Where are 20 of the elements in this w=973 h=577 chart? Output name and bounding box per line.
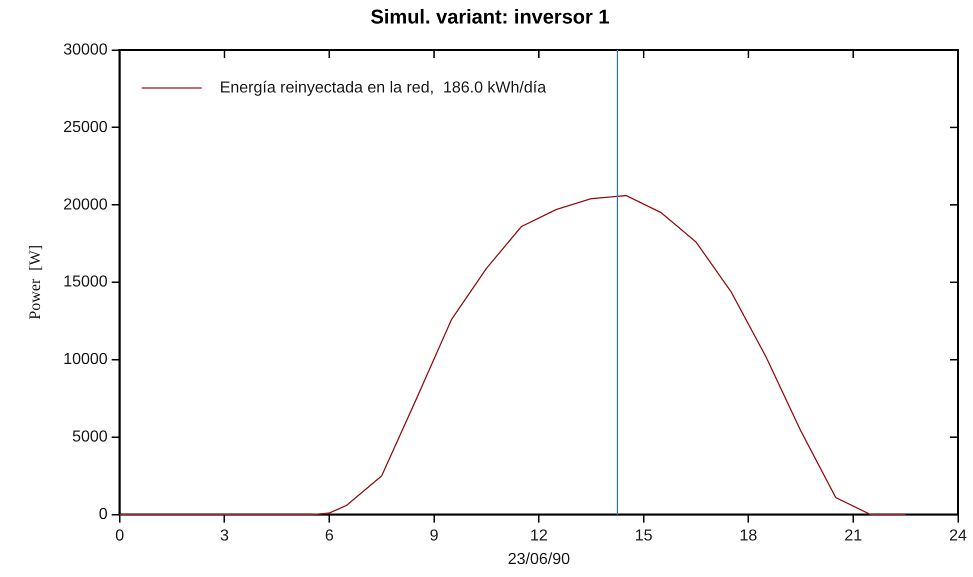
x-tick-label: 15 [634, 528, 653, 545]
y-tick-label: 0 [98, 506, 108, 524]
x-tick-label: 3 [220, 528, 230, 545]
x-tick-label: 21 [844, 528, 862, 545]
y-axis-title: Power [W] [26, 244, 44, 320]
x-axis-title: 23/06/90 [508, 550, 570, 568]
x-tick-label: 24 [949, 528, 967, 545]
y-tick-label: 5000 [72, 428, 108, 446]
y-tick-label: 10000 [63, 351, 108, 368]
y-tick-label: 20000 [63, 196, 108, 214]
x-tick-label: 12 [530, 528, 548, 545]
y-tick-label: 30000 [63, 41, 108, 58]
chart-title: Simul. variant: inversor 1 [370, 6, 610, 29]
x-tick-label: 9 [430, 528, 439, 545]
y-tick-label: 15000 [63, 274, 108, 291]
y-tick-label: 25000 [63, 118, 108, 136]
legend-label: Energía reinyectada en la red, 186.0 kWh/día [220, 79, 546, 96]
x-tick-label: 0 [115, 528, 124, 545]
x-tick-label: 18 [740, 528, 758, 545]
x-tick-label: 6 [324, 528, 334, 545]
